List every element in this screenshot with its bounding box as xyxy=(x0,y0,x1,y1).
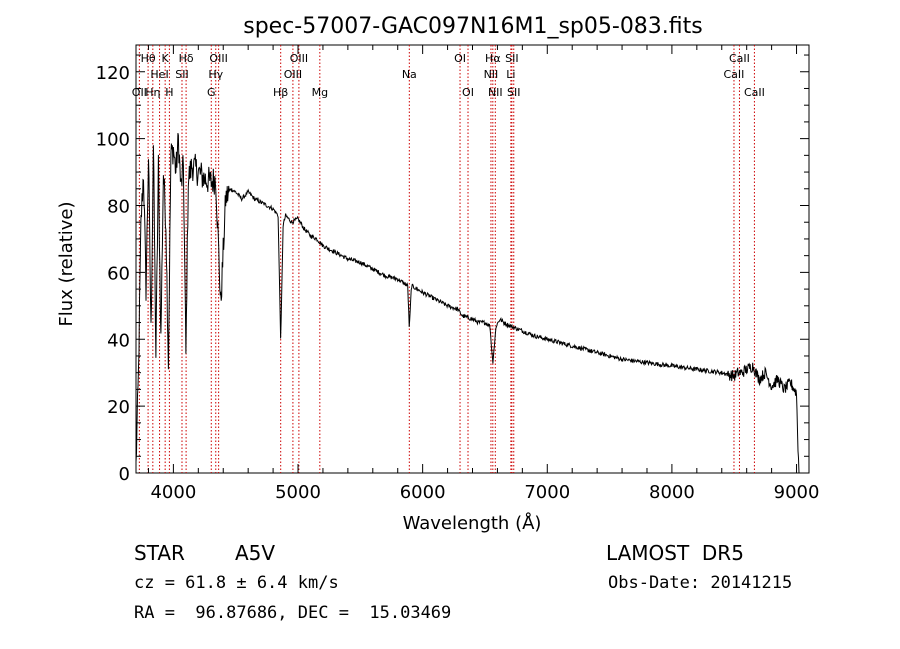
spectrum-line xyxy=(135,132,800,474)
x-tick-label: 9000 xyxy=(774,482,820,503)
x-axis-label: Wavelength (Å) xyxy=(403,512,542,534)
line-marker-label: HeI xyxy=(150,68,168,81)
line-marker-label: OI xyxy=(454,52,466,65)
x-axis-ticks: 4000 5000 6000 7000 8000 9000 xyxy=(147,45,820,503)
line-marker-label: NII xyxy=(484,68,499,81)
redshift-value: cz = 61.8 ± 6.4 km/s xyxy=(134,573,339,593)
line-marker-label: G xyxy=(207,86,216,99)
line-marker-label: CaII xyxy=(729,52,750,65)
line-marker-label: OIII xyxy=(284,68,302,81)
emission-line-markers xyxy=(138,45,755,473)
chart-title: spec-57007-GAC097N16M1_sp05-083.fits xyxy=(243,14,703,39)
x-tick-label: 5000 xyxy=(275,482,321,503)
x-tick-label: 6000 xyxy=(400,482,446,503)
line-marker-label: Hη xyxy=(145,86,160,99)
y-tick-label: 100 xyxy=(96,130,130,151)
line-marker-label: CaII xyxy=(744,86,765,99)
emission-line-labels: OIIHθHηHeIKHSIIHδGHγOIIIHβOIIIOIIIMgNaOI… xyxy=(132,52,765,99)
plot-frame xyxy=(135,44,810,474)
x-tick-label: 7000 xyxy=(524,482,570,503)
line-marker-label: SII xyxy=(175,68,188,81)
line-marker-label: OIII xyxy=(290,52,308,65)
x-tick-label: 4000 xyxy=(150,482,196,503)
survey-name: LAMOST DR5 xyxy=(606,541,744,565)
line-marker-label: OII xyxy=(132,86,147,99)
coordinates: RA = 96.87686, DEC = 15.03469 xyxy=(134,603,452,623)
y-axis-label: Flux (relative) xyxy=(56,201,77,326)
line-marker-label: Hγ xyxy=(208,68,223,81)
line-marker-label: NII xyxy=(488,86,503,99)
x-tick-label: 8000 xyxy=(649,482,695,503)
line-marker-label: Na xyxy=(402,68,417,81)
spectral-subclass: A5V xyxy=(235,541,276,565)
line-marker-label: Li xyxy=(506,68,515,81)
y-tick-label: 0 xyxy=(119,464,130,485)
line-marker-label: Mg xyxy=(312,86,328,99)
y-tick-label: 80 xyxy=(107,197,130,218)
line-marker-label: SII xyxy=(507,86,520,99)
observation-date: Obs-Date: 20141215 xyxy=(608,573,793,593)
y-tick-label: 40 xyxy=(107,330,130,351)
y-tick-label: 20 xyxy=(107,397,130,418)
line-marker-label: Hθ xyxy=(141,52,156,65)
line-marker-label: Hδ xyxy=(179,52,194,65)
y-axis-ticks: 0 20 40 60 80 100 120 xyxy=(96,54,809,485)
line-marker-label: Hβ xyxy=(273,86,288,99)
y-tick-label: 120 xyxy=(96,63,130,84)
object-type: STAR xyxy=(134,541,185,565)
line-marker-label: OIII xyxy=(209,52,227,65)
line-marker-label: Hα xyxy=(485,52,501,65)
line-marker-label: SII xyxy=(505,52,518,65)
line-marker-label: H xyxy=(165,86,173,99)
line-marker-label: K xyxy=(162,52,170,65)
line-marker-label: CaII xyxy=(724,68,745,81)
y-tick-label: 60 xyxy=(107,263,130,284)
line-marker-label: OI xyxy=(462,86,474,99)
